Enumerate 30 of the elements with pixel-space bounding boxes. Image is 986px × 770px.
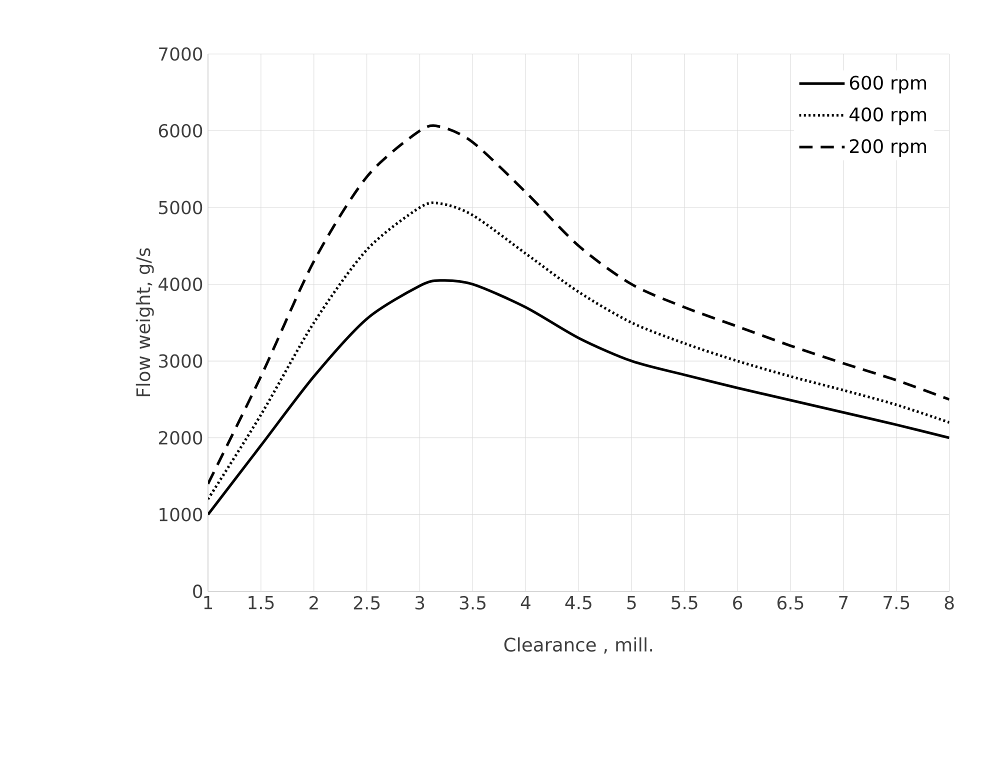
x-tick-label: 5	[627, 596, 636, 610]
x-tick-label: 1	[204, 596, 212, 610]
x-tick-label: 1.5	[248, 596, 274, 610]
x-tick-label: 5.5	[672, 596, 698, 610]
y-tick-label: 2000	[158, 431, 202, 445]
x-tick-label: 2.5	[354, 596, 380, 610]
legend-label: 200 rpm	[850, 139, 926, 157]
y-tick-label: 3000	[159, 354, 202, 368]
y-tick-label: 6000	[158, 124, 202, 138]
legend-label: 600 rpm	[850, 76, 926, 94]
x-tick-label: 3	[415, 596, 424, 610]
y-axis-title: Flow weight, g/s	[136, 248, 154, 396]
y-tick-label: 1000	[160, 508, 202, 522]
y-tick-label: 7000	[159, 47, 202, 61]
line-series	[208, 279, 950, 516]
x-axis-title: Clearance , mill.	[504, 637, 652, 654]
x-tick-label: 2	[310, 596, 318, 610]
y-tick-label: 0	[193, 584, 202, 598]
x-tick-label: 8	[944, 596, 954, 610]
x-tick-label: 7.5	[884, 596, 910, 610]
x-tick-label: 3.5	[460, 596, 486, 610]
y-tick-label: 5000	[159, 200, 202, 214]
x-tick-label: 7	[839, 596, 848, 610]
x-tick-label: 4	[520, 596, 530, 610]
x-tick-label: 6	[733, 596, 742, 610]
x-tick-label: 6.5	[777, 596, 804, 610]
legend-label: 400 rpm	[850, 107, 926, 126]
y-tick-label: 4000	[158, 278, 202, 292]
line-series	[208, 201, 950, 501]
x-tick-label: 4.5	[565, 596, 592, 610]
